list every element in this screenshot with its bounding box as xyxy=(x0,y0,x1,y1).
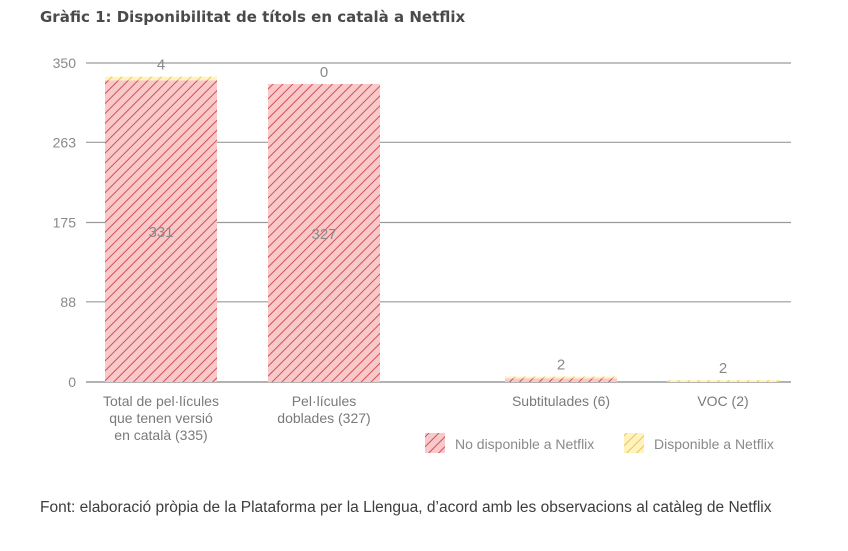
bar-not-available-1 xyxy=(268,83,380,382)
legend-swatch-not-available xyxy=(425,433,445,453)
x-category-label: VOC (2) xyxy=(697,393,748,409)
y-tick-label: 88 xyxy=(60,294,76,310)
x-category-label: Total de pel·lícules xyxy=(103,393,219,409)
y-tick-label: 350 xyxy=(53,55,77,71)
data-label-top: 2 xyxy=(557,357,565,374)
x-category-label: Subtitulades (6) xyxy=(512,393,610,409)
legend-label: No disponible a Netflix xyxy=(455,436,594,452)
bar-available-0 xyxy=(105,76,217,81)
bar-not-available-2 xyxy=(505,378,617,382)
bar-not-available-0 xyxy=(105,80,217,383)
data-label-inside: 327 xyxy=(311,226,336,243)
y-tick-label: 0 xyxy=(68,374,76,390)
data-labels: 331 4 327 0 2 2 xyxy=(148,57,727,378)
y-tick-label: 175 xyxy=(53,215,77,231)
chart-title: Gràfic 1: Disponibilitat de títols en ca… xyxy=(40,8,466,26)
bar-chart: 0 88 175 263 350 331 4 327 0 2 2 Total de pel·líc… xyxy=(53,55,791,453)
x-category-label: doblades (327) xyxy=(277,410,370,426)
legend-label: Disponible a Netflix xyxy=(654,436,774,452)
x-category-label: en català (335) xyxy=(114,427,207,443)
bar-available-2 xyxy=(505,376,617,379)
data-label-top: 0 xyxy=(320,64,328,81)
data-label-top: 4 xyxy=(157,57,165,74)
x-category-label: Pel·lícules xyxy=(292,393,357,409)
legend: No disponible a Netflix Disponible a Netf… xyxy=(425,433,774,453)
x-category-label: que tenen versió xyxy=(109,410,213,426)
source-note: Font: elaboració pròpia de la Plataforma… xyxy=(40,499,772,516)
data-label-top: 2 xyxy=(719,360,727,377)
bar-available-3 xyxy=(667,380,779,382)
data-label-inside: 331 xyxy=(148,224,173,241)
y-tick-label: 263 xyxy=(53,134,77,150)
y-axis-ticks: 0 88 175 263 350 xyxy=(53,55,77,390)
bars xyxy=(105,76,779,383)
legend-swatch-available xyxy=(624,433,644,453)
